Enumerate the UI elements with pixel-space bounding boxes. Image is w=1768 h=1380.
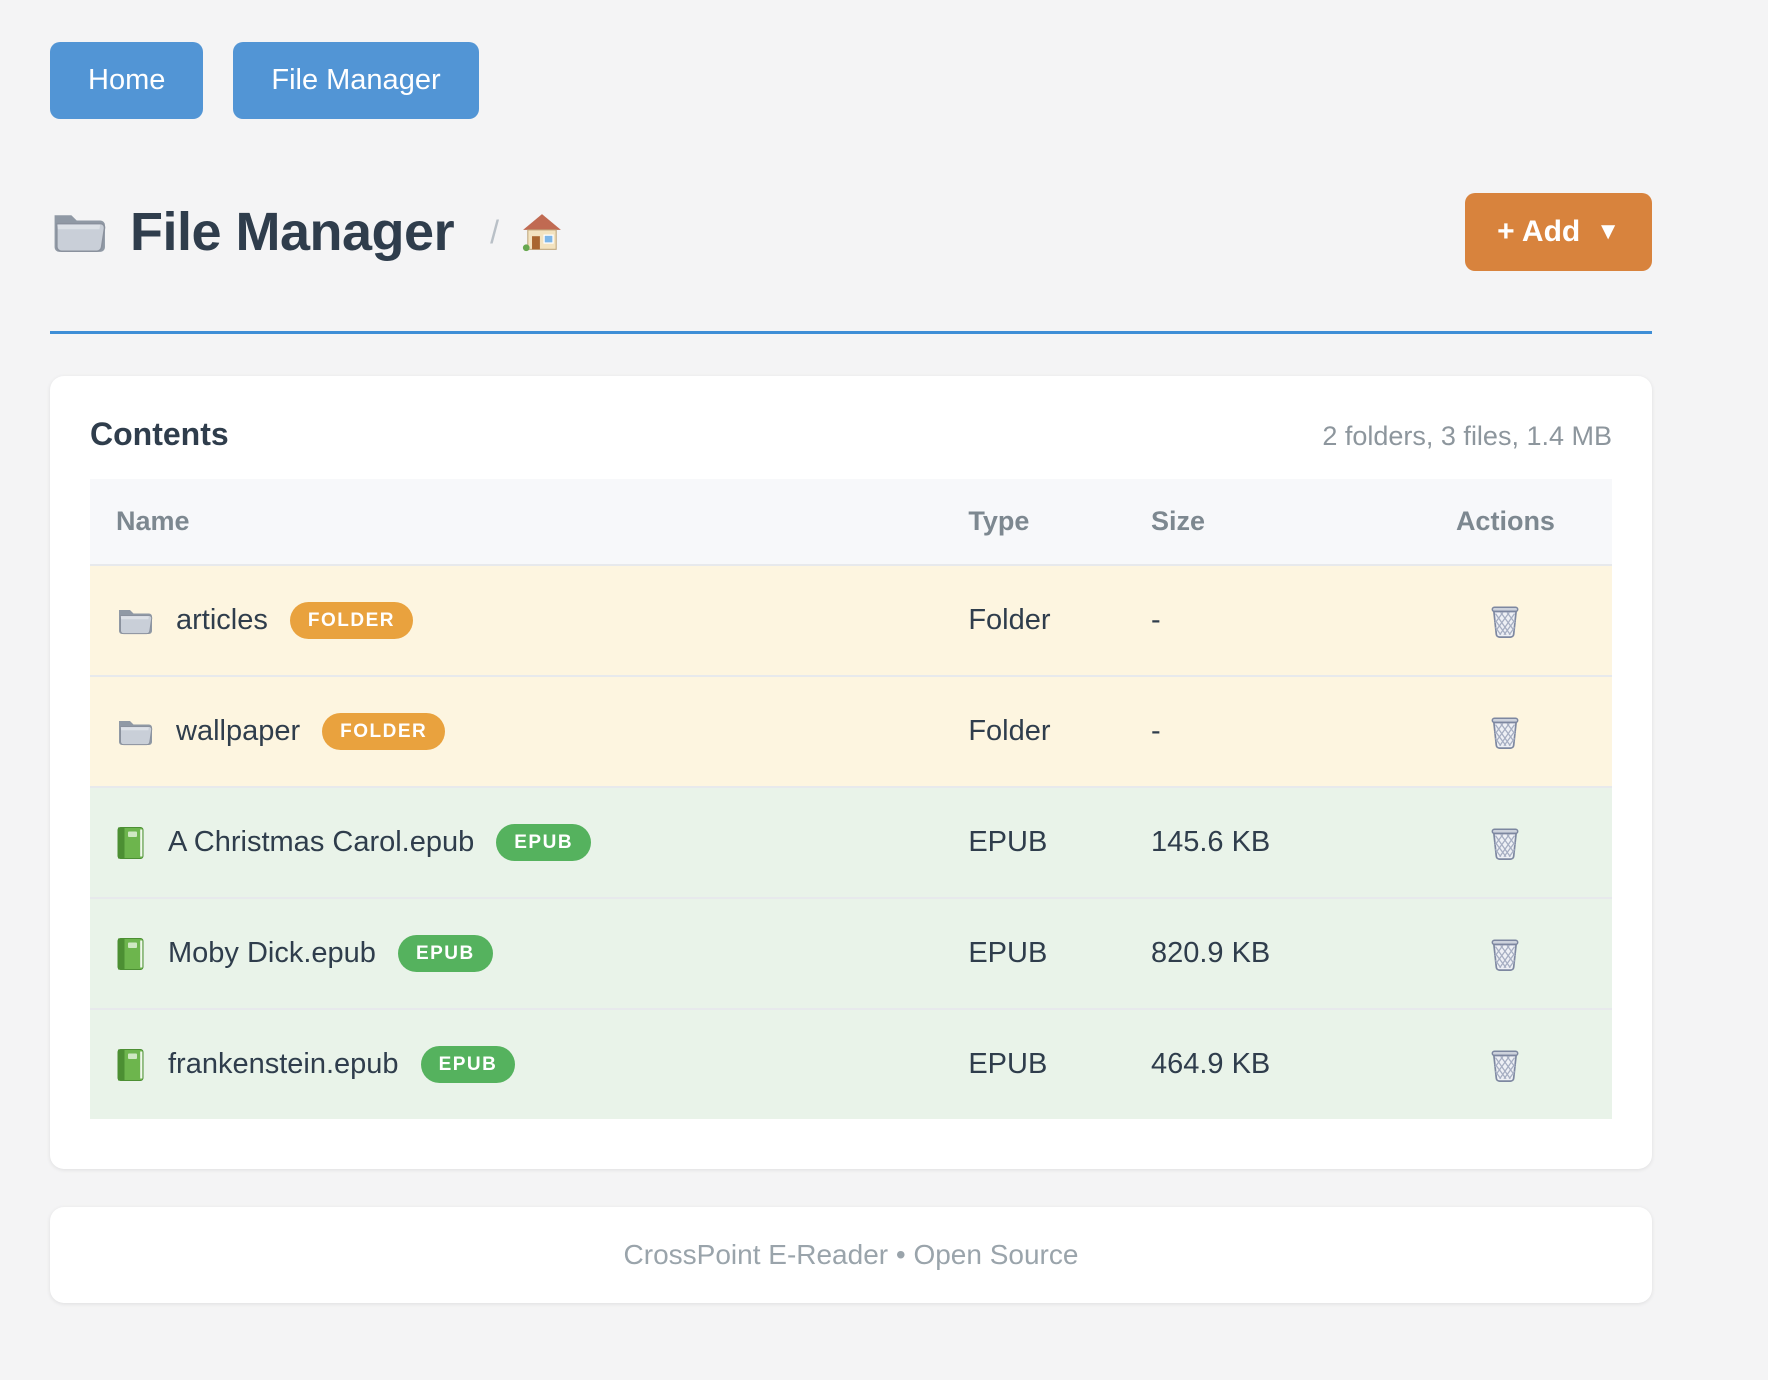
item-name-link[interactable]: articles xyxy=(176,604,268,636)
table-row: frankenstein.epub EPUB EPUB 464.9 KB xyxy=(90,1008,1612,1119)
add-button[interactable]: + Add ▼ xyxy=(1465,193,1652,271)
delete-button[interactable] xyxy=(1489,936,1521,972)
item-size: - xyxy=(1124,675,1399,787)
contents-card: Contents 2 folders, 3 files, 1.4 MB Name… xyxy=(50,376,1652,1169)
delete-button[interactable] xyxy=(1489,825,1521,861)
table-header-row: Name Type Size Actions xyxy=(90,479,1612,565)
item-size: - xyxy=(1124,564,1399,676)
delete-button[interactable] xyxy=(1489,603,1521,639)
top-nav: Home File Manager xyxy=(50,42,1652,119)
page: Home File Manager File Manager / + Add ▼… xyxy=(50,42,1652,1303)
home-icon[interactable] xyxy=(521,212,563,252)
title-group: File Manager / xyxy=(50,201,563,263)
contents-heading: Contents xyxy=(90,416,229,452)
folder-icon xyxy=(50,206,108,258)
folder-badge: FOLDER xyxy=(322,713,446,750)
table-row: articles FOLDER Folder - xyxy=(90,564,1612,676)
book-icon xyxy=(116,937,146,971)
page-title: File Manager xyxy=(130,202,455,262)
item-type: EPUB xyxy=(942,786,1125,898)
page-header: File Manager / + Add ▼ xyxy=(50,189,1652,275)
epub-badge: EPUB xyxy=(397,935,493,972)
item-type: EPUB xyxy=(942,1008,1125,1119)
breadcrumb-separator: / xyxy=(490,213,499,250)
contents-summary: 2 folders, 3 files, 1.4 MB xyxy=(1322,421,1612,451)
item-name-link[interactable]: Moby Dick.epub xyxy=(168,937,376,969)
column-header-type: Type xyxy=(968,506,1030,536)
item-size: 820.9 KB xyxy=(1124,897,1399,1009)
folder-icon xyxy=(116,715,154,749)
item-size: 464.9 KB xyxy=(1124,1008,1399,1119)
book-icon xyxy=(116,1048,146,1082)
trash-icon xyxy=(1489,714,1521,750)
trash-icon xyxy=(1489,603,1521,639)
contents-table: Name Type Size Actions articles FOLDER F… xyxy=(90,479,1612,1119)
file-manager-button[interactable]: File Manager xyxy=(233,42,479,119)
chevron-down-icon: ▼ xyxy=(1596,218,1620,245)
home-button[interactable]: Home xyxy=(50,42,204,119)
book-icon xyxy=(116,826,146,860)
trash-icon xyxy=(1489,1047,1521,1083)
column-header-name: Name xyxy=(116,506,190,536)
table-row: Moby Dick.epub EPUB EPUB 820.9 KB xyxy=(90,897,1612,1009)
table-row: A Christmas Carol.epub EPUB EPUB 145.6 K… xyxy=(90,786,1612,898)
table-row: wallpaper FOLDER Folder - xyxy=(90,675,1612,787)
epub-badge: EPUB xyxy=(420,1046,516,1083)
footer-card: CrossPoint E-Reader • Open Source xyxy=(50,1207,1652,1303)
delete-button[interactable] xyxy=(1489,714,1521,750)
folder-icon xyxy=(116,604,154,638)
epub-badge: EPUB xyxy=(496,824,592,861)
folder-badge: FOLDER xyxy=(289,602,413,639)
footer-text: CrossPoint E-Reader • Open Source xyxy=(623,1239,1079,1270)
trash-icon xyxy=(1489,825,1521,861)
column-header-actions: Actions xyxy=(1455,506,1555,536)
item-size: 145.6 KB xyxy=(1124,786,1399,898)
add-button-label: + Add xyxy=(1497,215,1581,248)
title-divider xyxy=(50,331,1652,334)
item-name-link[interactable]: A Christmas Carol.epub xyxy=(168,826,475,858)
item-type: Folder xyxy=(942,675,1125,787)
trash-icon xyxy=(1489,936,1521,972)
delete-button[interactable] xyxy=(1489,1047,1521,1083)
column-header-size: Size xyxy=(1150,506,1205,536)
contents-card-header: Contents 2 folders, 3 files, 1.4 MB xyxy=(90,416,1612,453)
item-type: Folder xyxy=(942,564,1125,676)
item-name-link[interactable]: wallpaper xyxy=(176,715,301,747)
item-name-link[interactable]: frankenstein.epub xyxy=(168,1048,399,1080)
item-type: EPUB xyxy=(942,897,1125,1009)
